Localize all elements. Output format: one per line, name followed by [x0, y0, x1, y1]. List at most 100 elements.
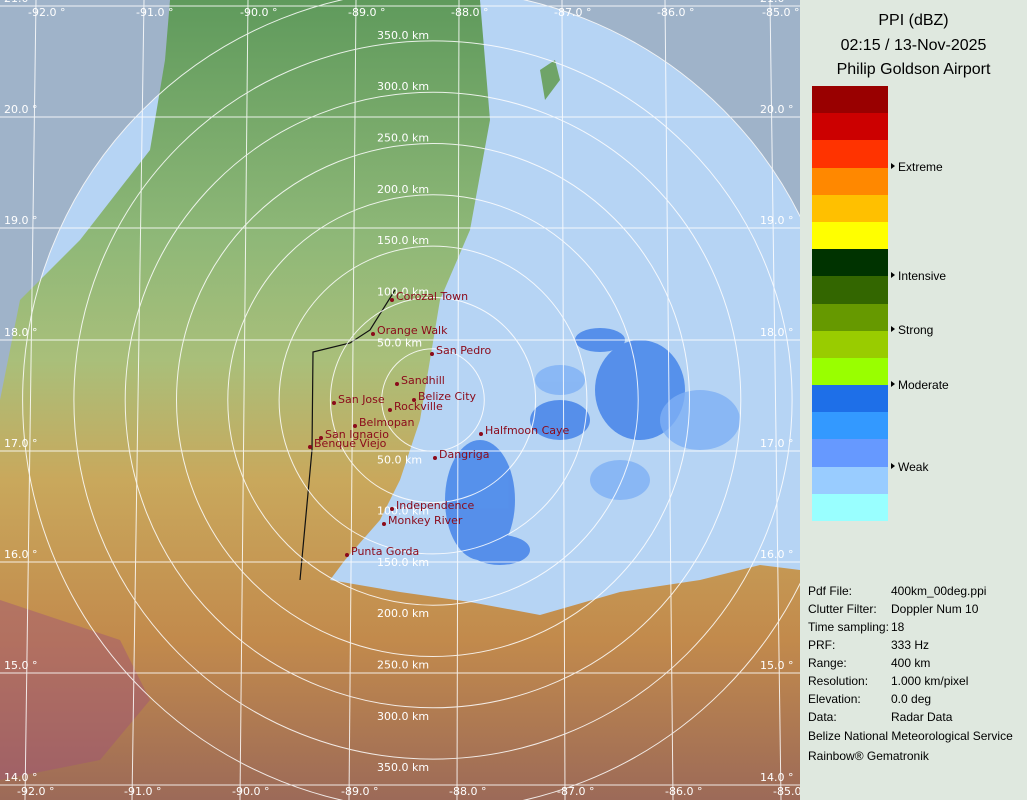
range-ring — [227, 194, 639, 606]
lat-label: 15.0 ° — [760, 659, 794, 672]
range-label: 350.0 km — [377, 29, 429, 42]
lat-label: 20.0 ° — [760, 103, 794, 116]
meridian — [131, 0, 145, 800]
range-ring — [278, 245, 588, 555]
scale-band — [812, 439, 888, 467]
info-key: PRF: — [808, 638, 836, 652]
range-label: 100.0 km — [377, 505, 429, 518]
legend-arrow — [891, 163, 895, 169]
range-label: 300.0 km — [377, 80, 429, 93]
lon-label: -92.0 ° — [28, 6, 65, 19]
scale-band — [812, 303, 888, 331]
range-ring — [176, 143, 690, 657]
range-label: 250.0 km — [377, 132, 429, 145]
city-label: Independence — [396, 499, 474, 512]
lat-label: 18.0 ° — [760, 326, 794, 339]
scale-band — [812, 167, 888, 195]
meridian — [769, 0, 782, 800]
scale-band — [812, 412, 888, 440]
scale-band — [812, 140, 888, 168]
scale-band — [812, 466, 888, 494]
city-dot — [430, 352, 434, 356]
info-key: Pdf File: — [808, 584, 853, 598]
scale-band — [812, 357, 888, 386]
range-label: 100.0 km — [377, 285, 429, 298]
sidebar: PPI (dBZ) 02:15 / 13-Nov-2025 Philip Gol… — [800, 0, 1027, 800]
city-label: Dangriga — [439, 448, 489, 461]
city-label: Monkey River — [388, 514, 463, 527]
scale-band — [812, 194, 888, 222]
scale-band — [812, 221, 888, 250]
legend-arrow — [891, 463, 895, 469]
lon-label: -89.0 ° — [348, 6, 385, 19]
lat-label: 17.0 ° — [760, 437, 794, 450]
city-label: Benque Viejo — [314, 437, 387, 450]
lon-label: -86.0 ° — [657, 6, 694, 19]
city-label: San Pedro — [436, 344, 491, 357]
info-value: Radar Data — [891, 710, 953, 724]
land — [0, 0, 800, 800]
info-key: Time sampling: — [808, 620, 889, 634]
scale-band — [812, 493, 888, 521]
footer-line: Belize National Meteorological Service — [808, 729, 1013, 743]
info-value: 333 Hz — [891, 638, 930, 652]
header: PPI (dBZ) 02:15 / 13-Nov-2025 Philip Gol… — [800, 9, 1027, 83]
island — [540, 60, 560, 100]
lon-label: -87.0 ° — [554, 6, 591, 19]
color-scale — [812, 86, 888, 521]
lat-label: 21.0 ° — [760, 0, 794, 5]
info-value: 0.0 deg — [891, 692, 932, 706]
city-dot — [390, 298, 394, 302]
grid — [0, 0, 800, 800]
info-key: Elevation: — [808, 692, 861, 706]
range-label: 200.0 km — [377, 183, 429, 196]
lat-label: 14.0 ° — [4, 771, 38, 784]
info-value: 400 km — [891, 656, 931, 670]
meridian — [239, 0, 249, 800]
info-value: 18 — [891, 620, 905, 634]
footer-line: Rainbow® Gematronik — [808, 749, 929, 763]
lat-label: 19.0 ° — [4, 214, 38, 227]
city-dot — [382, 522, 386, 526]
lon-label: -90.0 ° — [232, 785, 269, 798]
scale-band — [812, 113, 888, 141]
legend-label: Intensive — [898, 269, 947, 283]
lat-label: 14.0 ° — [760, 771, 794, 784]
city-dot — [345, 553, 349, 557]
lat-label: 16.0 ° — [4, 548, 38, 561]
meridian — [348, 0, 357, 800]
legend-arrow — [891, 272, 895, 278]
city-dot — [412, 398, 416, 402]
city-label: Belize City — [418, 390, 477, 403]
lon-label: -92.0 ° — [17, 785, 54, 798]
city-label: Orange Walk — [377, 324, 448, 337]
meridian — [664, 0, 674, 800]
range-label: 50.0 km — [377, 453, 422, 466]
range-ring — [73, 40, 793, 760]
city-dot — [390, 507, 394, 511]
city-dot — [332, 401, 336, 405]
scale-band — [812, 276, 888, 304]
highland — [0, 600, 150, 780]
range-label: 300.0 km — [377, 710, 429, 723]
city-dot — [388, 408, 392, 412]
city-label: Belmopan — [359, 416, 415, 429]
city-label: Corozal Town — [396, 290, 468, 303]
meridian — [561, 0, 566, 800]
border — [299, 289, 396, 581]
city-dot — [395, 382, 399, 386]
info-value: Doppler Num 10 — [891, 602, 979, 616]
legend-label: Strong — [898, 323, 934, 337]
info-value: 1.000 km/pixel — [891, 674, 969, 688]
range-label: 150.0 km — [377, 556, 429, 569]
legend-label: Extreme — [898, 160, 943, 174]
lon-label: -85.0 ° — [762, 6, 799, 19]
city-dot — [353, 424, 357, 428]
scale-band — [812, 86, 888, 114]
echoes — [445, 328, 685, 565]
lon-label: -91.0 ° — [136, 6, 173, 19]
lon-label: -88.0 ° — [451, 6, 488, 19]
lat-label: 15.0 ° — [4, 659, 38, 672]
lon-label: -89.0 ° — [341, 785, 378, 798]
